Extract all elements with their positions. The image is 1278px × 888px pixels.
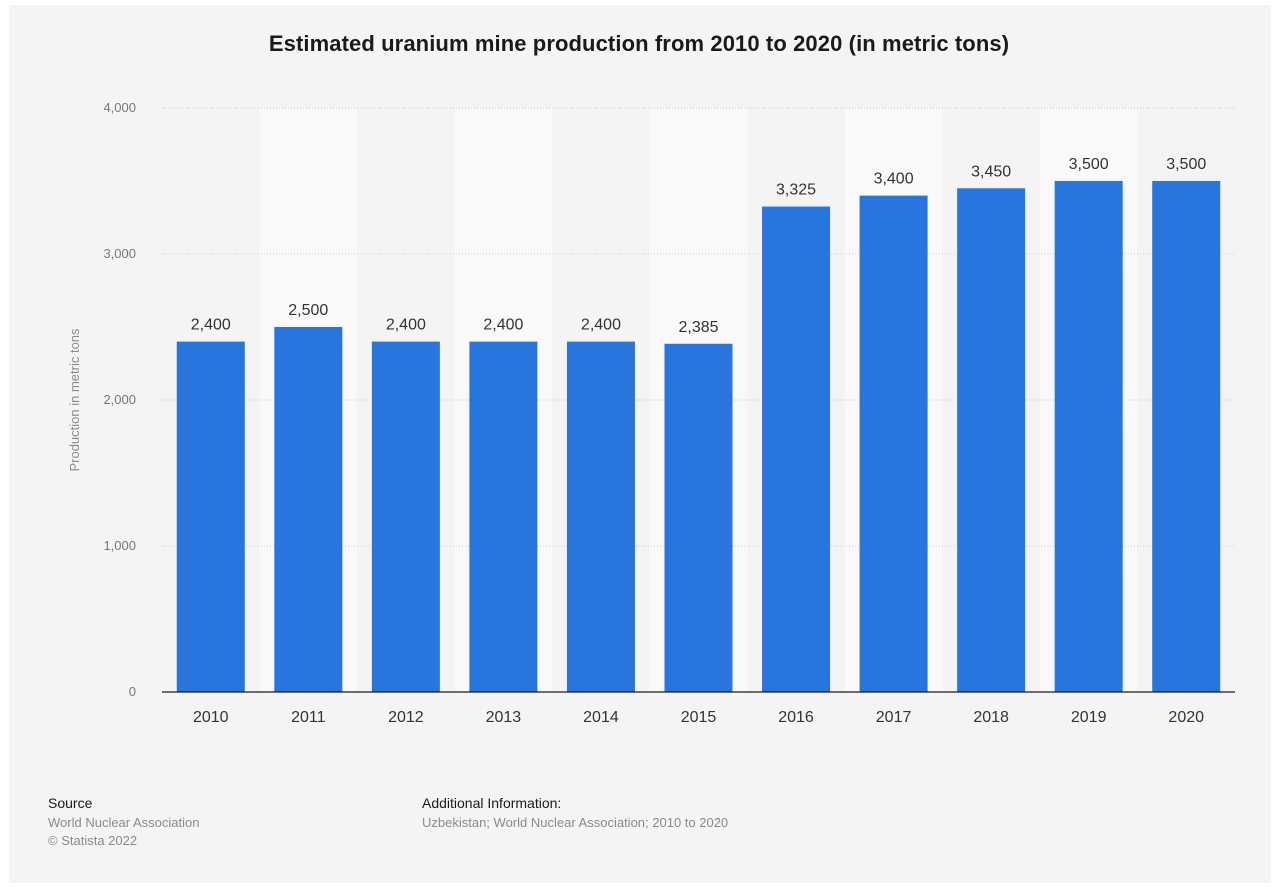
data-label: 3,325: [776, 182, 816, 199]
y-tick-label: 1,000: [103, 538, 136, 553]
bar: [859, 195, 928, 692]
data-label: 2,385: [678, 319, 718, 336]
x-tick-label: 2019: [1071, 709, 1107, 726]
bar: [957, 188, 1026, 693]
x-tick-label: 2017: [876, 709, 912, 726]
data-label: 2,400: [191, 317, 231, 334]
y-axis-title: Production in metric tons: [67, 328, 82, 472]
y-tick-label: 2,000: [103, 392, 136, 407]
data-label: 3,450: [971, 163, 1011, 180]
additional-info-text: Uzbekistan; World Nuclear Association; 2…: [422, 815, 729, 830]
source-line-1: World Nuclear Association: [48, 815, 200, 830]
y-tick-label: 4,000: [103, 100, 136, 115]
x-tick-label: 2020: [1168, 709, 1204, 726]
bar: [566, 341, 635, 692]
x-tick-label: 2013: [486, 709, 522, 726]
bar: [176, 341, 245, 692]
x-tick-label: 2012: [388, 709, 424, 726]
chart-title: Estimated uranium mine production from 2…: [268, 31, 1010, 56]
y-tick-label: 3,000: [103, 246, 136, 261]
bar: [274, 327, 343, 692]
bar: [762, 206, 831, 693]
y-tick-label: 0: [129, 684, 136, 699]
data-label: 2,400: [483, 317, 523, 334]
source-heading: Source: [48, 795, 93, 811]
bar: [469, 341, 538, 692]
x-tick-label: 2011: [291, 709, 326, 726]
data-label: 3,500: [1166, 156, 1206, 173]
data-label: 2,400: [386, 317, 426, 334]
data-label: 3,500: [1069, 156, 1109, 173]
x-tick-label: 2018: [973, 709, 1009, 726]
data-label: 2,500: [288, 302, 328, 319]
x-tick-label: 2014: [583, 709, 619, 726]
x-tick-label: 2010: [193, 709, 229, 726]
data-label: 2,400: [581, 317, 621, 334]
bar: [1054, 181, 1123, 692]
copyright-line: © Statista 2022: [48, 833, 138, 848]
data-label: 3,400: [874, 171, 914, 188]
bar: [371, 341, 440, 692]
additional-info-heading: Additional Information:: [422, 795, 562, 811]
bar: [1152, 181, 1221, 692]
x-tick-label: 2016: [778, 709, 814, 726]
bar: [664, 343, 733, 692]
x-tick-label: 2015: [681, 709, 717, 726]
